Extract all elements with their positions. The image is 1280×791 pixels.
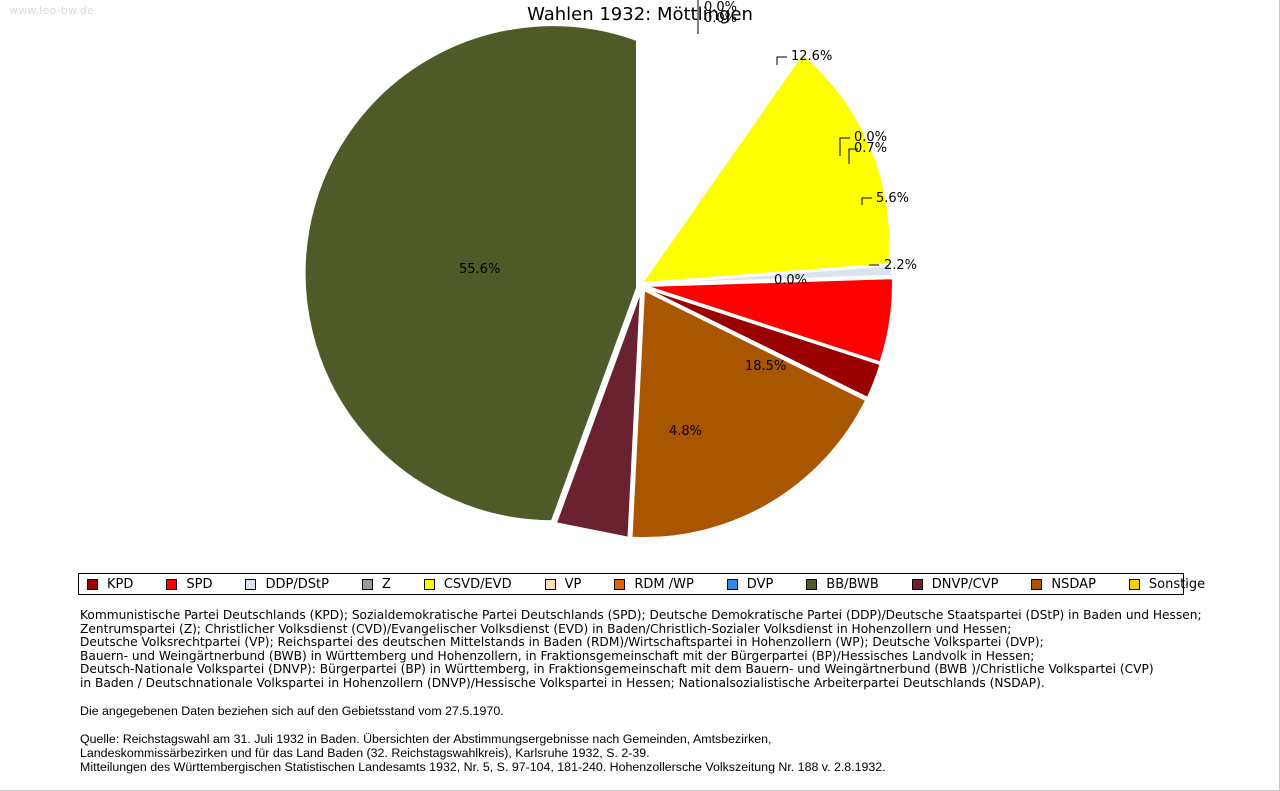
footnote-source: Quelle: Reichstagswahl am 31. Juli 1932 …	[80, 732, 1260, 774]
footnote-line: Bauern- und Weingärtnerbund (BWB) in Wür…	[80, 648, 1035, 663]
label-csvd-evd: 12.6%	[791, 49, 833, 64]
legend-label-bb-bwb: BB/BWB	[826, 576, 879, 592]
legend-item-vp[interactable]: VP	[544, 574, 584, 594]
legend-swatch-nsdap	[1031, 578, 1043, 590]
legend-label-ddp-dstp: DDP/DStP	[265, 576, 329, 592]
footnote-data-note: Die angegebenen Daten beziehen sich auf …	[80, 704, 1260, 718]
legend-label-spd: SPD	[186, 576, 213, 592]
pie-slices	[303, 24, 894, 540]
pie-leader-lines	[697, 0, 879, 266]
legend-item-bb-bwb[interactable]: BB/BWB	[806, 574, 880, 594]
leader-spd	[861, 197, 872, 205]
slice-vp[interactable]	[644, 288, 869, 400]
footnote-note-line: Die angegebenen Daten beziehen sich auf …	[80, 704, 504, 719]
legend-item-nsdap[interactable]: NSDAP	[1031, 574, 1098, 594]
pie-svg	[303, 0, 894, 540]
legend-swatch-spd	[166, 578, 178, 590]
label-z: 0.7%	[854, 141, 888, 156]
footnote-source-line: Quelle: Reichstagswahl am 31. Juli 1932 …	[80, 731, 772, 746]
legend-swatch-kpd	[87, 578, 98, 590]
leader-z	[848, 148, 858, 164]
legend-label-sonstige: Sonstige	[1148, 576, 1206, 592]
legend-swatch-dvp	[726, 578, 738, 590]
legend-item-csvd-evd[interactable]: CSVD/EVD	[423, 574, 514, 594]
footnotes: Kommunistische Partei Deutschlands (KPD)…	[80, 608, 1260, 774]
leader-ddp	[839, 137, 850, 156]
footnote-spacer	[80, 691, 1260, 705]
legend-swatch-bb-bwb	[806, 578, 818, 590]
legend-swatch-ddp-dstp	[245, 578, 257, 590]
label-vp: 0.0%	[774, 273, 808, 288]
legend-swatch-csvd-evd	[423, 578, 435, 590]
legend-item-z[interactable]: Z	[361, 574, 393, 594]
slice-sonstige[interactable]	[639, 34, 641, 284]
legend-label-csvd-evd: CSVD/EVD	[443, 576, 512, 592]
legend-swatch-rdm-wp	[614, 578, 626, 590]
chart-legend: KPD SPD DDP/DStP Z CSVD/EVD VP RDM /WP	[78, 573, 1205, 595]
legend-swatch-dnvp-cvp	[911, 578, 923, 590]
watermark: www.leo-bw.de	[9, 4, 95, 17]
footnote-spacer-2	[80, 718, 1260, 732]
slice-kpd[interactable]	[644, 287, 882, 399]
legend-label-kpd: KPD	[107, 576, 134, 592]
legend-label-rdm-wp: RDM /WP	[634, 576, 694, 592]
legend-label-dnvp-cvp: DNVP/CVP	[931, 576, 999, 592]
legend-label-vp: VP	[564, 576, 582, 592]
legend-item-kpd[interactable]: KPD	[87, 574, 135, 594]
legend-item-spd[interactable]: SPD	[166, 574, 214, 594]
slice-dnvp-cvp[interactable]	[554, 289, 642, 539]
label-bb-bwb: 55.6%	[459, 262, 501, 277]
footnote-line: Deutsch-Nationale Volkspartei (DNVP): Bü…	[80, 662, 1154, 677]
legend-item-dvp[interactable]: DVP	[726, 574, 776, 594]
legend-label-dvp: DVP	[746, 576, 774, 592]
leader-csvd	[776, 56, 787, 65]
legend-swatch-z	[361, 578, 373, 590]
legend-item-ddp-dstp[interactable]: DDP/DStP	[245, 574, 330, 594]
footnote-line: Kommunistische Partei Deutschlands (KPD)…	[80, 608, 1202, 622]
footnote-line: Zentrumspartei (Z); Christlicher Volksdi…	[80, 621, 1012, 636]
legend-item-sonstige[interactable]: Sonstige	[1128, 574, 1207, 594]
footnote-source-line: Mitteilungen des Württembergischen Stati…	[80, 759, 886, 774]
footnote-source-line: Landeskommissärbezirken und für das Land…	[80, 745, 650, 760]
page-title: Wahlen 1932: Möttlingen	[527, 4, 753, 25]
label-ddp-dstp: 0.0%	[854, 130, 888, 145]
footnote-parties: Kommunistische Partei Deutschlands (KPD)…	[80, 608, 1260, 691]
slice-csvd-evd[interactable]	[639, 52, 892, 285]
label-sonstige: 0.0%	[704, 0, 738, 15]
legend-item-rdm-wp[interactable]: RDM /WP	[614, 574, 695, 594]
footnote-line: in Baden / Deutschnationale Volkspartei …	[80, 675, 1045, 690]
label-dnvp-cvp: 4.8%	[669, 424, 703, 439]
slice-bb-bwb[interactable]	[303, 24, 638, 523]
pie-chart: 0.0% 0.0% 12.6% 0.0% 0.7% 5.6% 2.2% 0.0%…	[303, 0, 918, 540]
slice-nsdap[interactable]	[630, 288, 868, 540]
slice-ddp-dstp[interactable]	[643, 264, 893, 285]
label-nsdap: 18.5%	[745, 359, 787, 374]
legend-label-z: Z	[381, 576, 391, 592]
footnote-line: Deutsche Volksrechtpartei (VP); Reichspa…	[80, 635, 1044, 650]
label-spd: 5.6%	[876, 191, 910, 206]
legend-swatch-vp	[544, 578, 556, 590]
label-sonstige-2: 0.0%	[704, 11, 738, 26]
slice-spd[interactable]	[644, 277, 894, 364]
legend-item-dnvp-cvp[interactable]: DNVP/CVP	[911, 574, 1001, 594]
legend-swatch-sonstige	[1128, 578, 1140, 590]
legend-label-nsdap: NSDAP	[1051, 576, 1096, 592]
label-kpd: 2.2%	[884, 258, 918, 273]
